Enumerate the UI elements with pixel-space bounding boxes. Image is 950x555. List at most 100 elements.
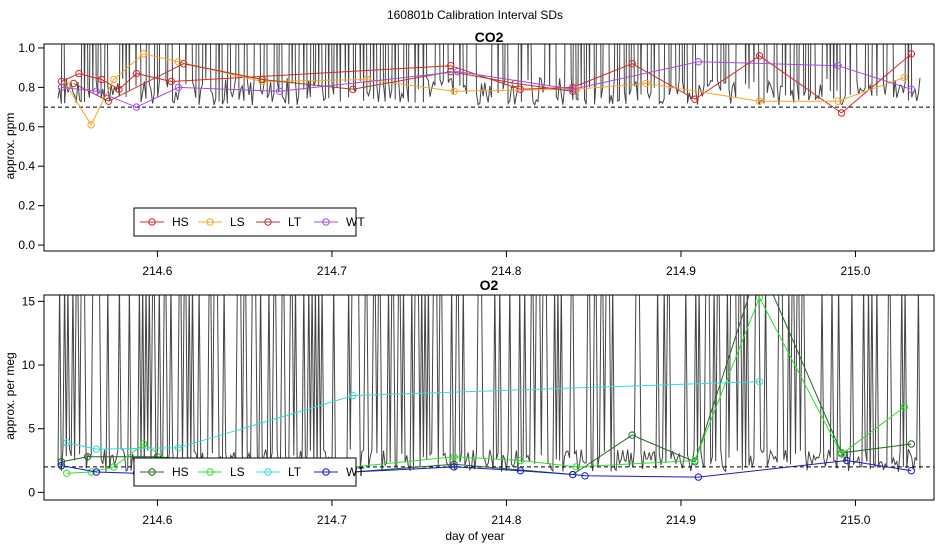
co2-y-tick-label: 0.0 xyxy=(18,238,35,252)
co2-series-ls-line xyxy=(66,53,905,126)
co2-series-hs-line xyxy=(61,53,912,114)
co2-series-wt-point xyxy=(132,103,141,111)
co2-legend-swatch-marker xyxy=(206,218,214,226)
o2-x-tick-label: 214.9 xyxy=(666,513,696,527)
co2-series-hs-point xyxy=(97,75,106,84)
co2-series-ls-point xyxy=(900,73,909,82)
co2-series-wt-point xyxy=(453,67,462,76)
o2-series-lt-point xyxy=(174,444,183,452)
co2-series-wt-point xyxy=(275,87,284,96)
co2-series-wt-line xyxy=(61,61,912,108)
o2-series-hs-point xyxy=(57,458,66,466)
o2-series-ls-point xyxy=(572,463,580,471)
o2-x-tick-label: 214.7 xyxy=(317,513,347,527)
co2-series-ls-point xyxy=(450,87,458,96)
co2-series-ls-point xyxy=(258,77,266,86)
o2-series-ls-line xyxy=(66,296,905,474)
co2-y-tick-label: 1.0 xyxy=(18,41,35,55)
o2-series-hs-point xyxy=(83,453,92,461)
co2-series-hs-point xyxy=(837,109,846,117)
co2-series-hs-point xyxy=(75,69,83,78)
o2-series-hs-point xyxy=(756,260,762,266)
co2-legend-label-ls: LS xyxy=(230,215,245,229)
o2-y-tick-label: 15 xyxy=(22,294,36,308)
o2-series-ls-point xyxy=(900,403,909,411)
co2-legend-swatch-marker xyxy=(322,218,330,226)
co2-raw-trace xyxy=(57,44,921,107)
o2-series-hs-point xyxy=(450,460,458,469)
co2-series-hs-point xyxy=(569,83,577,92)
co2-y-tick-label: 0.8 xyxy=(18,80,35,94)
o2-plot-frame xyxy=(43,294,935,501)
co2-series-wt-point xyxy=(907,85,916,94)
o2-series-wt-point xyxy=(516,467,525,475)
co2-series-hs-point xyxy=(907,50,916,58)
co2-series-wt-point xyxy=(569,85,577,94)
o2-series-wt-point xyxy=(92,468,101,476)
figure-title: 160801b Calibration Interval SDs xyxy=(387,8,563,22)
co2-series-ls-point xyxy=(139,50,148,58)
o2-legend-swatch-marker xyxy=(264,468,272,476)
o2-series-ls-point xyxy=(837,450,846,458)
co2-series-hs-point xyxy=(167,77,176,86)
o2-panel: O2 approx. per meg day of year 0 5 10 15 214… xyxy=(3,260,935,543)
o2-series-hs-point xyxy=(628,431,636,439)
o2-series-lt-point xyxy=(92,445,101,453)
o2-y-tick-label: 5 xyxy=(28,422,35,436)
co2-legend-label-lt: LT xyxy=(288,215,302,229)
co2-series-hs-point xyxy=(755,52,764,60)
co2-series-ls-point xyxy=(755,97,764,105)
co2-series-wt-point xyxy=(57,83,66,92)
co2-series-lt-point xyxy=(104,97,113,105)
o2-series-ls-point xyxy=(691,456,699,465)
o2-series-ls-point xyxy=(110,463,118,471)
co2-panel: CO2 approx. ppm 0.0 0.2 0.4 0.6 0.8 1.0 214.6 2… xyxy=(3,29,935,278)
o2-series-hs-point xyxy=(907,440,916,448)
o2-legend xyxy=(133,457,357,487)
co2-series-lt-line xyxy=(73,63,573,102)
co2-legend-swatch-marker xyxy=(148,218,156,226)
co2-series-ls-point xyxy=(87,121,95,129)
co2-legend-label-hs: HS xyxy=(172,215,189,229)
co2-series-ls-point xyxy=(642,79,650,88)
co2-plot-frame xyxy=(43,43,935,252)
co2-y-tick-label: 0.4 xyxy=(18,159,35,173)
co2-legend-label-wt: WT xyxy=(346,215,365,229)
o2-legend-label-ls: LS xyxy=(230,465,245,479)
co2-panel-title: CO2 xyxy=(475,29,504,45)
co2-series-wt-point xyxy=(834,61,842,70)
o2-x-tick-label: 215.0 xyxy=(840,513,870,527)
o2-series-wt-point xyxy=(843,456,851,465)
co2-x-tick-label: 214.6 xyxy=(142,264,172,278)
o2-series-lt-point xyxy=(62,439,71,447)
co2-x-tick-label: 214.9 xyxy=(666,264,696,278)
co2-series-hs-point xyxy=(132,69,141,78)
o2-series-lt-line xyxy=(66,381,760,450)
o2-legend-swatch-marker xyxy=(322,468,330,476)
o2-series-ls-point xyxy=(450,453,458,461)
o2-series-lt-point xyxy=(755,377,764,386)
o2-y-tick-label: 0 xyxy=(28,485,35,499)
o2-series-wt-point xyxy=(57,461,66,470)
co2-series-lt-point xyxy=(179,60,188,68)
o2-x-tick-label: 214.6 xyxy=(142,513,172,527)
co2-series-wt-point xyxy=(92,87,101,96)
o2-series-wt-point xyxy=(581,472,589,480)
o2-series-ls-point xyxy=(139,440,148,448)
o2-series-wt-point xyxy=(907,467,916,475)
co2-series-wt-point xyxy=(174,83,183,92)
o2-series-wt-line xyxy=(61,459,912,478)
co2-series-ls-point xyxy=(62,81,71,90)
o2-x-axis-label: day of year xyxy=(445,529,504,543)
co2-x-tick-label: 214.8 xyxy=(491,264,521,278)
co2-series-ls-point xyxy=(834,97,842,105)
o2-legend-label-lt: LT xyxy=(288,465,302,479)
co2-y-tick-label: 0.2 xyxy=(18,199,35,213)
co2-y-tick-label: 0.6 xyxy=(18,120,35,134)
co2-series-lt-point xyxy=(569,87,577,96)
o2-y-tick-label: 10 xyxy=(22,358,36,372)
o2-series-ls-point xyxy=(755,295,764,302)
o2-legend-label-hs: HS xyxy=(172,465,189,479)
o2-legend-swatch-marker xyxy=(148,468,156,476)
